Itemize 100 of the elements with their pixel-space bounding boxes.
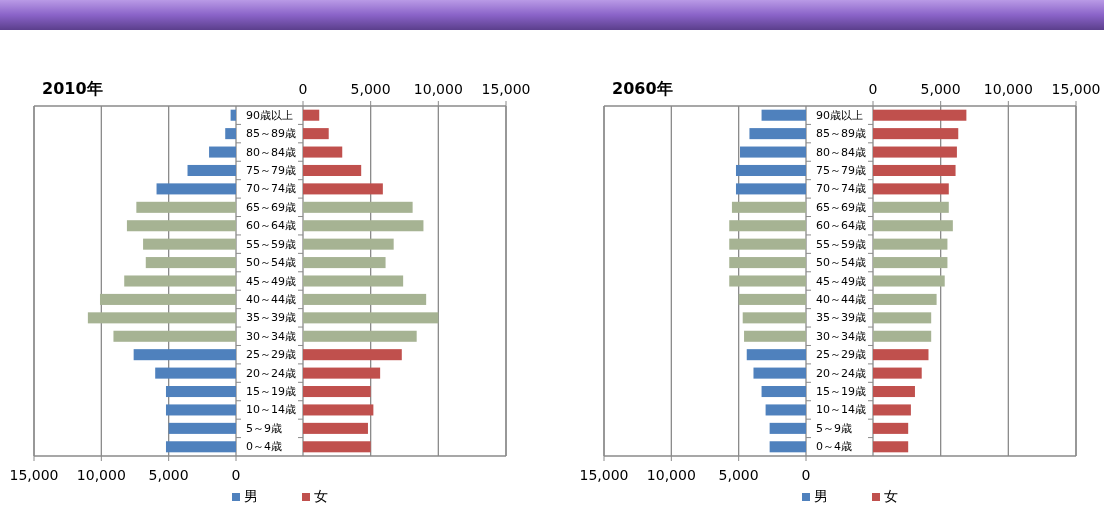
bar [753,367,806,379]
y-tick-label: 25～29歳 [246,348,296,362]
y-tick-label: 55～59歳 [816,237,866,251]
bar [749,128,806,140]
bar [873,201,949,213]
bar [735,183,806,195]
x-tick-label: 0 [298,81,308,97]
y-tick-label: 30～34歳 [816,329,866,343]
bar [225,128,236,140]
bar [873,293,937,305]
y-tick-label: 40～44歳 [816,292,866,306]
x-tick-label: 10,000 [76,467,126,483]
chart-title: 2010年 [42,79,103,98]
y-tick-label: 80～84歳 [816,145,866,159]
y-tick-label: 20～24歳 [246,366,296,380]
bar [873,146,957,158]
bar [742,312,806,324]
y-tick-label: 80～84歳 [246,145,296,159]
bar [731,201,806,213]
y-tick-label: 65～69歳 [246,200,296,214]
bar [303,349,402,361]
y-tick-label: 15～19歳 [816,385,866,399]
bar [303,238,394,250]
x-tick-label: 10,000 [413,81,463,97]
x-tick-label: 10,000 [646,467,696,483]
y-tick-label: 40～44歳 [246,292,296,306]
bar [873,404,911,416]
bar [156,183,236,195]
y-tick-label: 85～89歳 [816,127,866,141]
bar [873,220,953,232]
x-tick-label: 0 [801,467,811,483]
bar [765,404,806,416]
bar [729,220,806,232]
y-tick-label: 10～14歳 [816,403,866,417]
bar [729,238,806,250]
y-tick-label: 30～34歳 [246,329,296,343]
legend-label: 男 [244,488,258,504]
legend-label: 女 [884,488,898,504]
bar [303,220,424,232]
bar [303,386,371,398]
y-tick-label: 10～14歳 [246,403,296,417]
x-tick-label: 15,000 [9,467,59,483]
bar [744,330,806,342]
bar [873,312,932,324]
bar [209,146,236,158]
bar [165,386,236,398]
x-tick-label: 0 [868,81,878,97]
x-tick-label: 15,000 [481,81,531,97]
bar [99,293,236,305]
bar [133,349,236,361]
bar [124,275,236,287]
y-tick-label: 75～79歳 [816,163,866,177]
bar [873,257,948,269]
bar [303,164,362,176]
bar [873,422,909,434]
bar [873,183,949,195]
x-tick-label: 0 [231,467,241,483]
bar [769,422,806,434]
bar [873,275,945,287]
bar [165,441,236,453]
y-tick-label: 15～19歳 [246,385,296,399]
bar [113,330,236,342]
legend-label: 女 [314,488,328,504]
y-tick-label: 85～89歳 [246,127,296,141]
bar [740,146,806,158]
bar [729,275,806,287]
x-tick-label: 15,000 [579,467,629,483]
y-tick-label: 50～54歳 [816,256,866,270]
bar [873,128,959,140]
bar [303,183,383,195]
y-tick-label: 35～39歳 [816,311,866,325]
y-tick-label: 55～59歳 [246,237,296,251]
y-tick-label: 5～9歳 [246,421,282,435]
y-tick-label: 45～49歳 [816,274,866,288]
y-tick-label: 70～74歳 [246,182,296,196]
bar [873,238,948,250]
bar [873,164,956,176]
bar [303,422,368,434]
y-tick-label: 0～4歳 [246,440,282,454]
y-tick-label: 0～4歳 [816,440,852,454]
bar [746,349,806,361]
bar [136,201,236,213]
bar [738,293,806,305]
bar [761,386,806,398]
y-tick-label: 75～79歳 [246,163,296,177]
bar [769,441,806,453]
bar [143,238,236,250]
bar [303,330,417,342]
y-tick-label: 70～74歳 [816,182,866,196]
bar [873,349,929,361]
y-tick-label: 65～69歳 [816,200,866,214]
y-tick-label: 5～9歳 [816,421,852,435]
bar [303,404,374,416]
bar [168,422,236,434]
bar [155,367,236,379]
bar [303,312,439,324]
y-tick-label: 35～39歳 [246,311,296,325]
bar [303,201,413,213]
y-tick-label: 50～54歳 [246,256,296,270]
x-tick-label: 5,000 [920,81,961,97]
